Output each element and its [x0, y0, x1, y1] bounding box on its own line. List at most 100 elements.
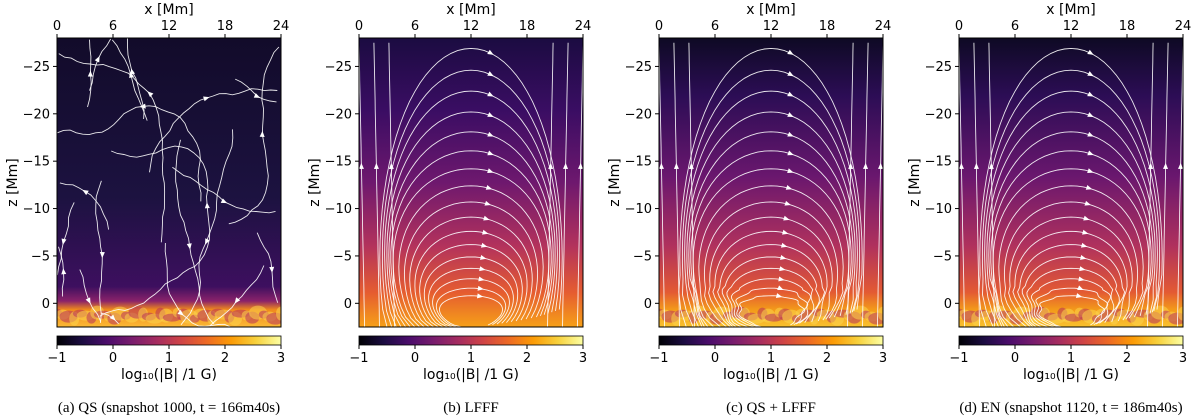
- field-arrow: [1080, 242, 1088, 248]
- field-line: [423, 256, 519, 327]
- x-tick-label: 24: [1175, 19, 1192, 34]
- field-line: [1012, 230, 1128, 327]
- field-arrow: [482, 229, 489, 235]
- x-axis-label: x [Mm]: [746, 2, 795, 18]
- field-arrow: [783, 215, 790, 221]
- field-arrow: [1077, 285, 1084, 290]
- x-tick-label: 24: [575, 19, 592, 34]
- field-line: [428, 267, 514, 327]
- field-arrow: [94, 56, 100, 63]
- field-lines-lfff: [359, 42, 583, 327]
- field-arrow: [659, 162, 664, 169]
- field-arrow: [87, 70, 93, 77]
- x-tick-label: 18: [1119, 19, 1136, 34]
- field-line: [959, 42, 966, 327]
- field-line: [988, 42, 995, 327]
- field-arrow: [220, 198, 228, 204]
- field-lines-qslfff: [659, 42, 883, 327]
- field-line: [172, 166, 276, 214]
- field-line: [984, 90, 1158, 327]
- field-arrow: [61, 268, 67, 275]
- y-tick-label: −20: [625, 107, 652, 122]
- granule: [878, 306, 883, 321]
- field-line: [392, 168, 550, 327]
- field-arrow: [848, 162, 854, 169]
- field-line: [698, 185, 844, 327]
- field-line: [209, 265, 265, 327]
- field-line: [576, 42, 583, 327]
- granule: [1178, 306, 1183, 321]
- field-arrow: [476, 293, 484, 299]
- y-tick-label: 0: [344, 297, 352, 312]
- field-arrow: [203, 96, 210, 102]
- colorbar-tick-label: 0: [109, 351, 117, 366]
- field-arrow: [487, 49, 494, 55]
- field-arrow: [479, 254, 487, 260]
- field-line: [862, 42, 869, 327]
- field-arrow: [563, 162, 569, 169]
- y-tick-label: −20: [325, 107, 352, 122]
- colorbar-en: [958, 335, 1184, 346]
- field-arrow: [775, 293, 783, 298]
- field-line: [256, 232, 279, 303]
- field-line: [388, 131, 554, 327]
- field-arrow: [777, 285, 784, 290]
- field-arrow: [82, 189, 89, 196]
- y-tick-label: −20: [925, 107, 952, 122]
- field-line: [992, 168, 1150, 327]
- field-arrow: [253, 93, 261, 98]
- y-axis-label: z [Mm]: [907, 158, 923, 206]
- field-arrow: [787, 71, 794, 77]
- y-tick-label: −25: [925, 60, 952, 75]
- colorbar-lfff: [358, 335, 584, 346]
- x-tick-label: 12: [1063, 19, 1080, 34]
- field-line: [1176, 42, 1183, 327]
- field-line: [717, 244, 826, 327]
- field-line: [686, 111, 856, 327]
- x-tick-label: 24: [875, 19, 892, 34]
- field-arrow: [483, 215, 490, 221]
- field-arrow: [878, 162, 883, 169]
- field-arrow: [480, 242, 488, 248]
- field-arrow: [477, 285, 484, 291]
- field-line: [59, 182, 110, 230]
- field-line: [1003, 201, 1139, 327]
- field-arrow: [787, 168, 794, 173]
- field-arrow: [359, 162, 364, 169]
- field-line: [79, 269, 102, 322]
- field-line: [381, 69, 561, 327]
- colorbar-tick-label: 1: [467, 351, 475, 366]
- panel-qslfff: 0 6 12 18 24x [Mm]0−5−10−15−20−25z [Mm]−1 0 1 2…: [607, 2, 891, 416]
- colorbar-tick-label: −1: [47, 351, 66, 366]
- field-arrow: [479, 266, 486, 272]
- field-arrow: [177, 309, 184, 316]
- y-tick-label: −15: [925, 155, 952, 170]
- field-arrow: [484, 200, 491, 206]
- field-arrow: [988, 162, 994, 169]
- field-arrow: [99, 252, 105, 259]
- granule: [266, 312, 281, 325]
- field-line: [659, 42, 666, 327]
- field-arrow: [787, 112, 794, 117]
- field-arrow: [487, 131, 494, 137]
- field-line: [988, 131, 1154, 327]
- x-tick-label: 24: [273, 19, 290, 34]
- field-arrow: [1078, 276, 1085, 282]
- field-line: [1008, 216, 1133, 327]
- field-arrow: [487, 71, 494, 77]
- field-arrow: [973, 162, 979, 169]
- field-line: [1017, 244, 1126, 327]
- x-tick-label: 12: [763, 19, 780, 34]
- y-tick-label: −15: [23, 155, 50, 170]
- field-arrow: [1083, 215, 1090, 221]
- panel-caption-en: (d) EN (snapshot 1120, t = 186m40s): [959, 400, 1182, 416]
- y-tick-label: −25: [325, 60, 352, 75]
- y-tick-label: 0: [944, 297, 952, 312]
- field-line: [738, 295, 806, 327]
- colorbar-tick-label: 1: [165, 351, 173, 366]
- field-arrow: [205, 238, 210, 245]
- x-axis-label: x [Mm]: [144, 2, 193, 18]
- field-line: [547, 42, 554, 327]
- colorbar-label: log₁₀(|B| /1 G): [723, 367, 819, 383]
